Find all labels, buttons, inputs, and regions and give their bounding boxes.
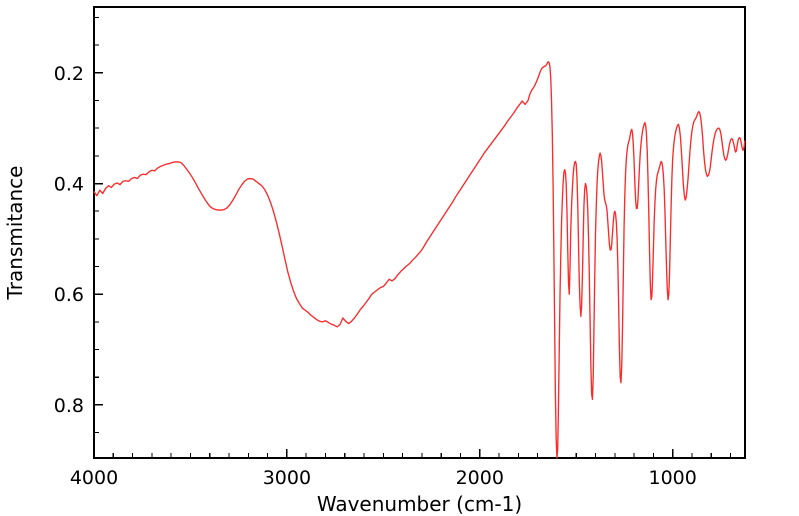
x-tick-label: 2000 — [456, 467, 504, 489]
y-axis-label: Transmitance — [3, 166, 27, 301]
spectrum-trace — [93, 61, 746, 459]
axis-labels: 4000 3000 2000 1000 0.8 0.6 0.4 0.2 Wavenumber (… — [3, 63, 697, 516]
y-tick-label: 0.4 — [54, 174, 84, 196]
x-tick-label: 4000 — [70, 467, 118, 489]
y-tick-label: 0.8 — [54, 395, 84, 417]
x-axis-label: Wavenumber (cm-1) — [317, 492, 522, 516]
plot-frame — [93, 6, 746, 459]
spectrum-trace-group — [93, 61, 746, 459]
x-tick-label: 1000 — [648, 467, 696, 489]
y-tick-label: 0.6 — [54, 284, 84, 306]
y-tick-label: 0.2 — [54, 63, 84, 85]
axis-ticks — [93, 16, 732, 458]
x-tick-label: 3000 — [263, 467, 311, 489]
